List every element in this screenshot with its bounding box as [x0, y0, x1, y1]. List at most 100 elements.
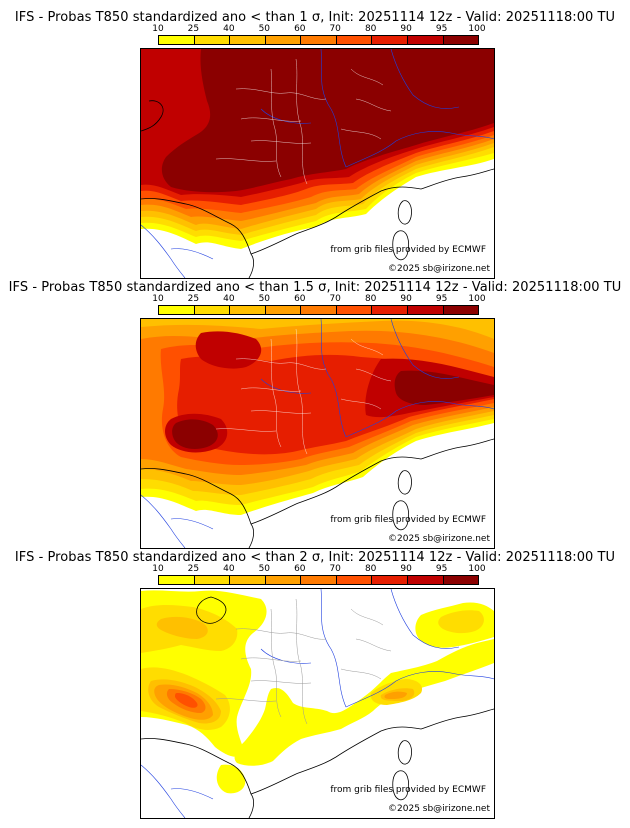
island-outline: [397, 740, 412, 765]
legend-tick: 80: [364, 24, 377, 34]
legend-tick: 90: [400, 24, 412, 34]
coastline: [141, 468, 255, 548]
legend-tick: 40: [223, 24, 235, 34]
copyright-credit: ©2025 sb@irizone.net: [388, 264, 490, 274]
legend-swatch: [265, 306, 302, 314]
data-source-credit: from grib files provided by ECMWF: [330, 245, 486, 255]
legend-swatch: [159, 306, 195, 314]
color-legend: 10 25 40 50 60 70 80 90 95 100: [152, 564, 486, 588]
island-outline: [397, 470, 412, 495]
legend-tick: 50: [258, 564, 271, 574]
legend-swatch: [230, 36, 266, 44]
legend-swatch: [194, 576, 231, 584]
region-borders: [215, 598, 392, 725]
legend-swatch: [194, 36, 231, 44]
panel-title: IFS - Probas T850 standardized ano < tha…: [14, 10, 616, 25]
legend-swatch: [407, 576, 444, 584]
probability-map: from grib files provided by ECMWF ©2025 …: [140, 318, 495, 549]
legend-labels: 10 25 40 50 60 70 80 90 95 100: [152, 294, 485, 304]
copyright-credit: ©2025 sb@irizone.net: [388, 534, 490, 544]
legend-swatch: [372, 36, 408, 44]
legend-tick: 10: [152, 564, 164, 574]
map-panel-2: IFS - Probas T850 standardized ano < tha…: [0, 270, 630, 549]
legend-tick: 80: [364, 294, 377, 304]
data-source-credit: from grib files provided by ECMWF: [330, 515, 486, 525]
probability-95-area: [161, 49, 494, 193]
legend-colorbar: [158, 575, 479, 585]
legend-tick: 10: [152, 24, 164, 34]
probability-map: from grib files provided by ECMWF ©2025 …: [140, 48, 495, 279]
probability-90-area: [165, 331, 494, 453]
legend-tick: 25: [187, 24, 200, 34]
legend-tick: 80: [364, 564, 377, 574]
legend-swatch: [301, 306, 337, 314]
legend-swatch: [336, 306, 373, 314]
legend-swatch: [407, 306, 444, 314]
legend-tick: 25: [187, 294, 200, 304]
probability-70-area: [175, 693, 198, 708]
color-legend: 10 25 40 50 60 70 80 90 95 100: [152, 294, 486, 318]
legend-swatch: [301, 36, 337, 44]
coastline: [250, 438, 494, 525]
probability-25-area: [370, 610, 484, 705]
probability-50-area: [154, 684, 407, 720]
legend-tick: 95: [435, 564, 448, 574]
legend-swatch: [265, 576, 302, 584]
map-panel-1: IFS - Probas T850 standardized ano < tha…: [0, 0, 630, 279]
island-outline: [392, 230, 409, 261]
legend-swatch: [159, 36, 195, 44]
legend-tick: 100: [468, 294, 486, 304]
legend-tick: 50: [258, 24, 271, 34]
legend-tick: 10: [152, 294, 164, 304]
map-graphic: [141, 319, 494, 548]
coastline: [141, 100, 164, 132]
map-panel-3: IFS - Probas T850 standardized ano < tha…: [0, 540, 630, 819]
probability-map: from grib files provided by ECMWF ©2025 …: [140, 588, 495, 819]
coastline: [196, 596, 227, 624]
legend-labels: 10 25 40 50 60 70 80 90 95 100: [152, 564, 485, 574]
legend-tick: 70: [329, 24, 341, 34]
map-graphic: [141, 589, 494, 818]
island-outline: [397, 200, 412, 225]
panel-title: IFS - Probas T850 standardized ano < tha…: [14, 550, 616, 565]
legend-swatch: [372, 306, 408, 314]
color-legend: 10 25 40 50 60 70 80 90 95 100: [152, 24, 486, 48]
legend-tick: 95: [435, 294, 448, 304]
legend-tick: 25: [187, 564, 200, 574]
legend-swatch: [194, 306, 231, 314]
legend-tick: 70: [329, 564, 341, 574]
legend-swatch: [301, 576, 337, 584]
coastline: [250, 708, 494, 795]
legend-colorbar: [158, 35, 479, 45]
data-source-credit: from grib files provided by ECMWF: [330, 785, 486, 795]
legend-swatch: [336, 576, 373, 584]
map-graphic: [141, 49, 494, 278]
legend-swatch: [159, 576, 195, 584]
legend-tick: 90: [400, 564, 412, 574]
probability-10-area: [234, 639, 494, 766]
island-outline: [392, 500, 409, 531]
legend-swatch: [407, 36, 444, 44]
probability-40-area: [148, 616, 415, 724]
legend-colorbar: [158, 305, 479, 315]
copyright-credit: ©2025 sb@irizone.net: [388, 804, 490, 814]
region-borders: [215, 58, 392, 185]
legend-labels: 10 25 40 50 60 70 80 90 95 100: [152, 24, 485, 34]
region-borders: [215, 328, 392, 455]
panel-title: IFS - Probas T850 standardized ano < tha…: [8, 280, 622, 295]
legend-tick: 50: [258, 294, 271, 304]
legend-swatch: [230, 576, 266, 584]
legend-swatch: [336, 36, 373, 44]
legend-swatch: [372, 576, 408, 584]
legend-tick: 40: [223, 564, 235, 574]
legend-swatch: [443, 306, 479, 314]
legend-tick: 60: [294, 564, 306, 574]
coastline: [141, 738, 255, 818]
legend-tick: 100: [468, 564, 486, 574]
legend-tick: 70: [329, 294, 341, 304]
legend-swatch: [265, 36, 302, 44]
island-outline: [392, 770, 409, 801]
legend-tick: 60: [294, 294, 306, 304]
legend-swatch: [230, 306, 266, 314]
legend-tick: 95: [435, 24, 448, 34]
